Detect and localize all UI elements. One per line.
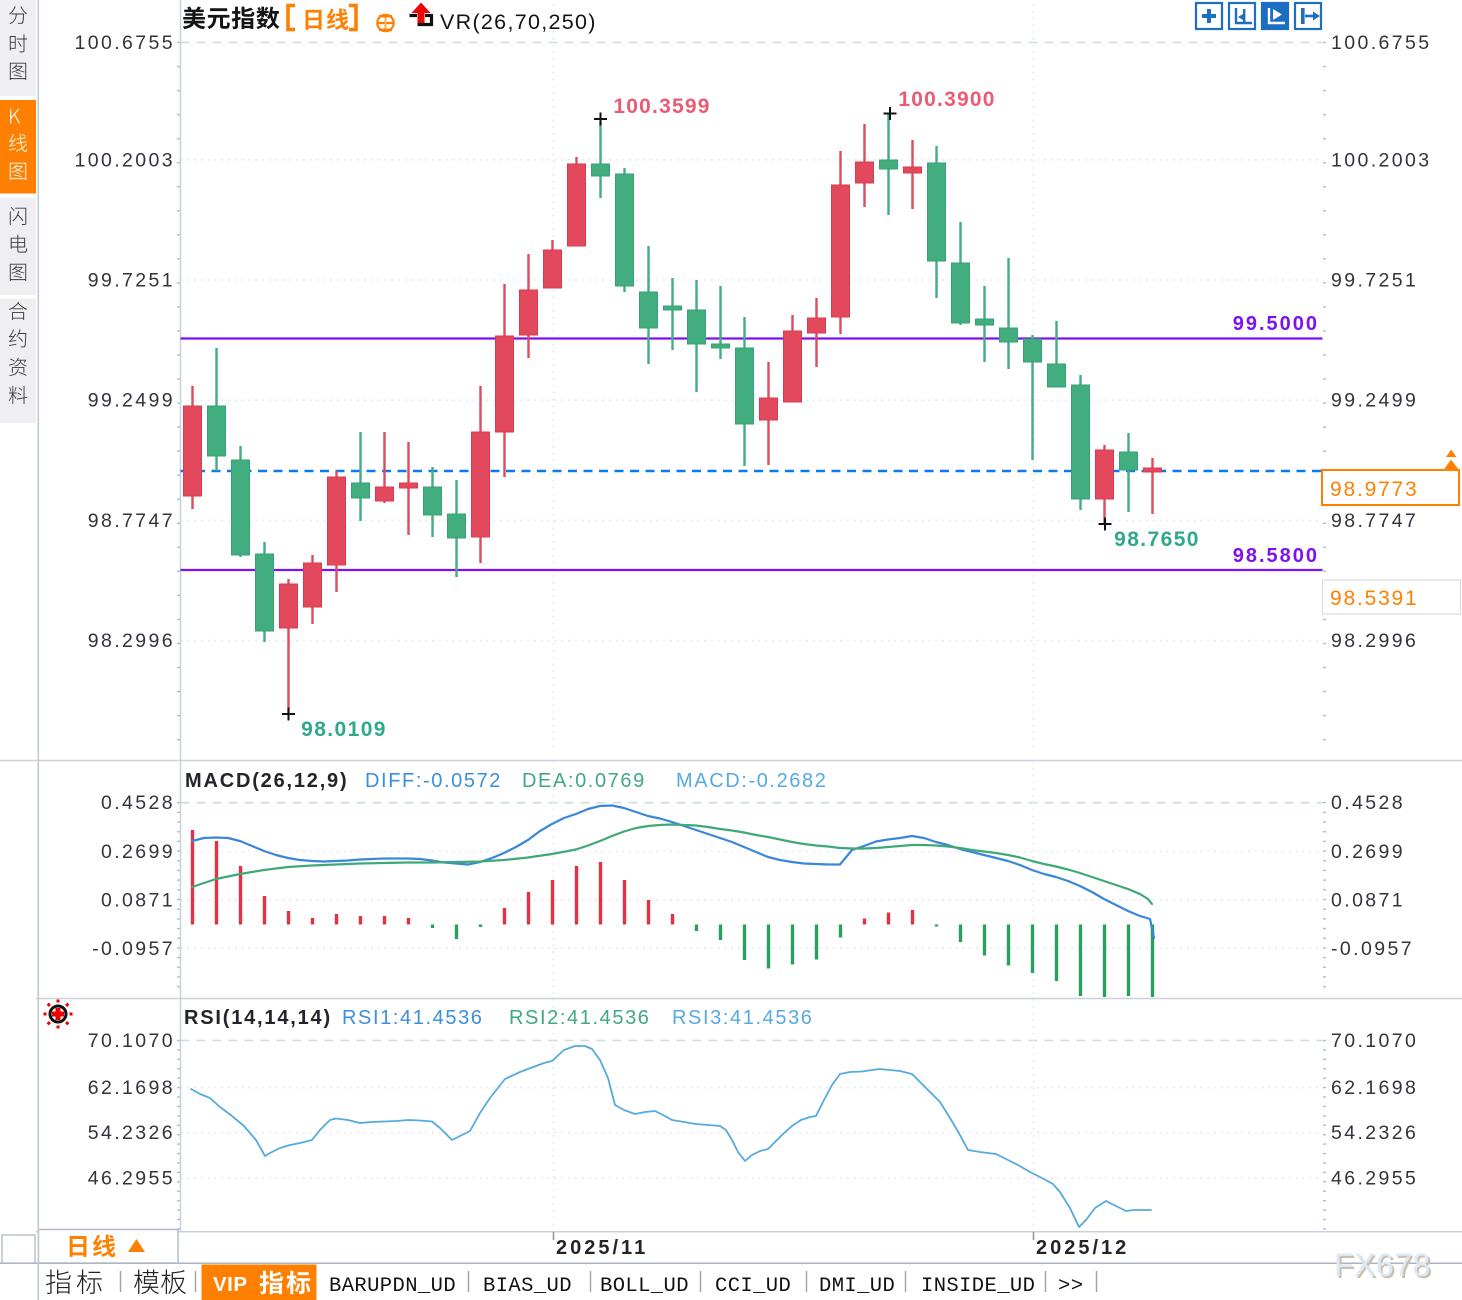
svg-text:BARUPDN_UD: BARUPDN_UD [329, 1275, 456, 1298]
svg-text:99.5000: 99.5000 [1233, 313, 1319, 335]
svg-text:INSIDE_UD: INSIDE_UD [921, 1275, 1035, 1298]
svg-text:98.7650: 98.7650 [1114, 528, 1200, 551]
svg-text:100.3599: 100.3599 [613, 95, 710, 118]
svg-text:46.2955: 46.2955 [1331, 1168, 1418, 1190]
svg-text:DMI_UD: DMI_UD [819, 1275, 895, 1298]
svg-text:MACD(26,12,9): MACD(26,12,9) [185, 770, 348, 792]
svg-text:98.7747: 98.7747 [1331, 510, 1418, 532]
svg-text:MACD:-0.2682: MACD:-0.2682 [676, 770, 827, 792]
svg-text:98.9773: 98.9773 [1330, 478, 1419, 501]
svg-text:BIAS_UD: BIAS_UD [483, 1275, 572, 1298]
svg-text:98.0109: 98.0109 [301, 718, 387, 741]
svg-text:98.2996: 98.2996 [88, 630, 175, 652]
svg-text:62.1698: 62.1698 [1331, 1077, 1418, 1099]
svg-text:99.2499: 99.2499 [1331, 390, 1418, 412]
svg-text:100.2003: 100.2003 [74, 149, 175, 171]
svg-text:98.5391: 98.5391 [1330, 587, 1419, 610]
svg-text:98.2996: 98.2996 [1331, 630, 1418, 652]
svg-text:62.1698: 62.1698 [88, 1077, 175, 1099]
svg-text:99.7251: 99.7251 [1331, 270, 1418, 292]
svg-text:0.2699: 0.2699 [101, 841, 175, 863]
svg-text:RSI3:41.4536: RSI3:41.4536 [672, 1007, 814, 1029]
svg-text:0.0871: 0.0871 [101, 889, 175, 911]
svg-text:70.1070: 70.1070 [1331, 1030, 1418, 1052]
svg-text:54.2326: 54.2326 [88, 1122, 175, 1144]
svg-text:54.2326: 54.2326 [1331, 1122, 1418, 1144]
svg-text:2025/11: 2025/11 [556, 1237, 648, 1259]
svg-text:DEA:0.0769: DEA:0.0769 [522, 770, 646, 792]
svg-text:CCI_UD: CCI_UD [715, 1275, 791, 1298]
svg-text:0.0871: 0.0871 [1331, 889, 1405, 911]
svg-text:0.4528: 0.4528 [101, 792, 175, 814]
svg-text:100.6755: 100.6755 [1331, 32, 1432, 54]
svg-text:98.7747: 98.7747 [88, 510, 175, 532]
svg-text:70.1070: 70.1070 [88, 1030, 175, 1052]
svg-text:DIFF:-0.0572: DIFF:-0.0572 [365, 770, 502, 792]
svg-text:>>: >> [1058, 1275, 1083, 1298]
svg-text:FX678: FX678 [1334, 1247, 1431, 1283]
svg-text:2025/12: 2025/12 [1036, 1237, 1129, 1259]
svg-text:100.3900: 100.3900 [898, 88, 995, 111]
svg-text:RSI2:41.4536: RSI2:41.4536 [509, 1007, 651, 1029]
svg-text:100.2003: 100.2003 [1331, 149, 1432, 171]
svg-text:46.2955: 46.2955 [88, 1168, 175, 1190]
svg-text:98.5800: 98.5800 [1233, 545, 1319, 567]
svg-text:VIP: VIP [213, 1273, 248, 1296]
svg-text:0.4528: 0.4528 [1331, 792, 1405, 814]
svg-text:99.2499: 99.2499 [88, 390, 175, 412]
svg-text:BOLL_UD: BOLL_UD [600, 1275, 689, 1298]
svg-text:RSI1:41.4536: RSI1:41.4536 [342, 1007, 484, 1029]
svg-text:-0.0957: -0.0957 [92, 938, 175, 960]
svg-text:RSI(14,14,14): RSI(14,14,14) [184, 1007, 332, 1029]
svg-text:100.6755: 100.6755 [74, 32, 175, 54]
svg-text:99.7251: 99.7251 [88, 270, 175, 292]
svg-text:0.2699: 0.2699 [1331, 841, 1405, 863]
svg-text:-0.0957: -0.0957 [1331, 938, 1414, 960]
svg-text:FX678: FX678 [1336, 1249, 1433, 1285]
svg-text:VR(26,70,250): VR(26,70,250) [440, 10, 597, 34]
